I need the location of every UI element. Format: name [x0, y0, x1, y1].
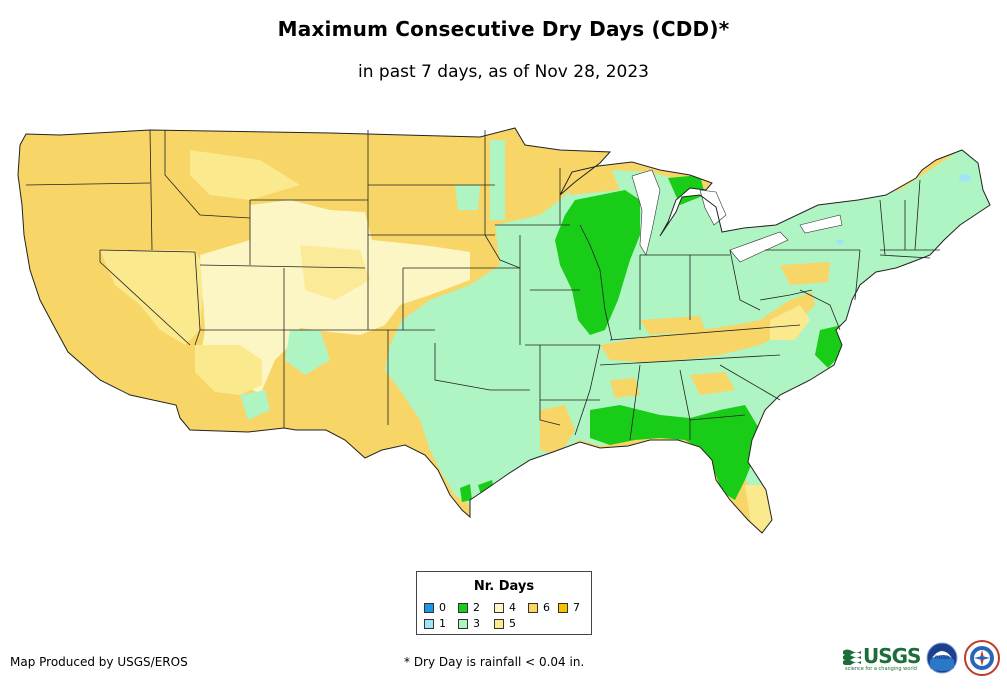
legend-label-2: 2: [473, 601, 480, 614]
legend-swatch-0: [424, 602, 434, 613]
usgs-logo-icon: USGS science for a changing world: [843, 644, 921, 672]
legend-label-1: 1: [439, 617, 446, 630]
legend-item-3: 3: [458, 617, 480, 630]
lake-huron: [699, 189, 727, 226]
lake-michigan: [631, 169, 661, 256]
legend-swatch-1: [424, 618, 434, 629]
legend-title: Nr. Days: [473, 579, 535, 594]
usgs-wave-mark: [843, 649, 861, 665]
svg-text:noaa: noaa: [935, 655, 950, 661]
lake-erie: [729, 231, 789, 263]
producer-credit: Map Produced by USGS/EROS: [10, 655, 188, 669]
legend-label-3: 3: [473, 617, 480, 630]
legend-label-7: 7: [573, 601, 580, 614]
dry-day-footnote: * Dry Day is rainfall < 0.04 in.: [404, 655, 585, 669]
nws-logo-icon: [964, 640, 1000, 676]
legend-swatch-7: [558, 602, 568, 613]
legend-swatch-4: [494, 602, 504, 613]
legend: Nr. Days 0 1 2 3 4 5 6 7: [416, 571, 592, 635]
legend-swatch-5: [494, 618, 504, 629]
legend-swatch-6: [528, 602, 538, 613]
noaa-logo-icon: noaa: [926, 642, 958, 674]
legend-item-0: 0: [424, 601, 446, 614]
legend-label-6: 6: [543, 601, 550, 614]
map-title: Maximum Consecutive Dry Days (CDD)*: [277, 17, 730, 41]
map-subtitle: in past 7 days, as of Nov 28, 2023: [358, 62, 649, 82]
legend-item-5: 5: [494, 617, 516, 630]
legend-item-6: 6: [528, 601, 550, 614]
legend-item-4: 4: [494, 601, 516, 614]
legend-item-7: 7: [558, 601, 580, 614]
legend-item-1: 1: [424, 617, 446, 630]
us-cdd-map: [17, 127, 991, 534]
state-boundaries: [25, 129, 940, 441]
legend-label-5: 5: [509, 617, 516, 630]
usgs-tagline: science for a changing world: [845, 666, 917, 672]
legend-label-4: 4: [509, 601, 516, 614]
usgs-wordmark: USGS: [863, 644, 921, 668]
legend-item-2: 2: [458, 601, 480, 614]
legend-label-0: 0: [439, 601, 446, 614]
legend-swatch-2: [458, 602, 468, 613]
lake-ontario: [799, 214, 843, 234]
legend-swatch-3: [458, 618, 468, 629]
